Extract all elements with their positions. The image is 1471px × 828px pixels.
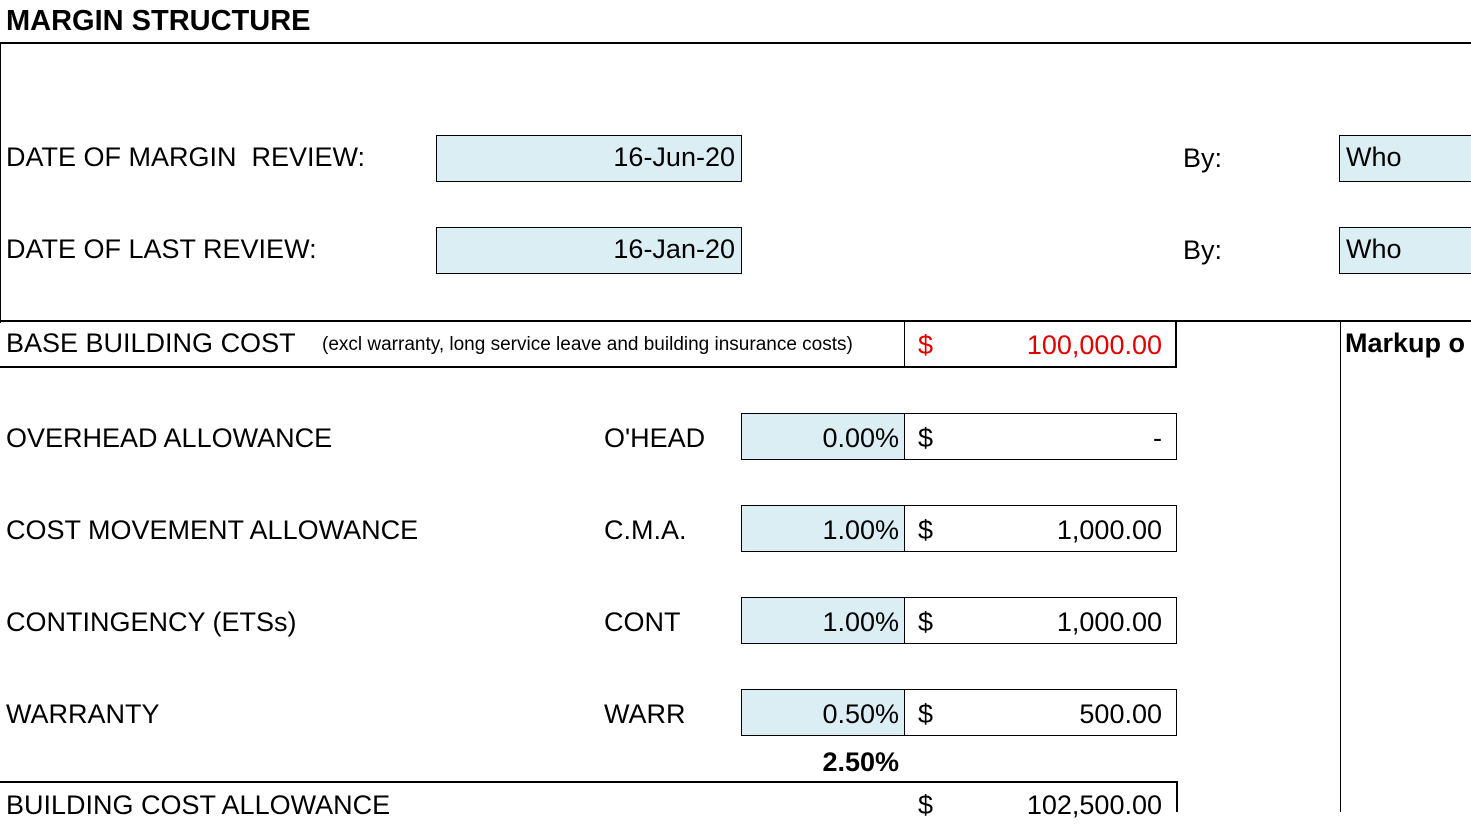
rate-cell [741,505,905,552]
currency: $ [918,607,934,637]
allowance-amount: 500.00 [1079,699,1162,729]
base-cost-row [0,320,1177,368]
allowance-label: WARRANTY [6,699,160,729]
amount-cell [904,597,1177,644]
allowance-code: WARR [604,699,686,729]
allowance-amount: 1,000.00 [1056,515,1162,545]
bca-amount: 102,500.00 [1026,790,1162,820]
review-label: DATE OF MARGIN REVIEW: [6,142,366,172]
title: MARGIN STRUCTURE [6,5,311,37]
allowance-rate: 0.00% [822,423,899,453]
total-rate: 2.50% [822,747,899,777]
allowance-amount: 1,000.00 [1056,607,1162,637]
rate-cell [741,689,905,736]
base-cost-amount: 100,000.00 [1026,330,1162,360]
by-label: By: [1183,235,1223,265]
bca-label: BUILDING COST ALLOWANCE [6,790,391,820]
by-cell [1339,227,1471,274]
allowance-label: COST MOVEMENT ALLOWANCE [6,515,419,545]
markup-heading: Markup o [1345,328,1466,358]
date-value: 16-Jun-20 [613,142,735,172]
allowance-rate: 0.50% [822,699,899,729]
allowance-amount: - [1153,423,1162,453]
currency: $ [918,423,934,453]
rule [1176,781,1178,812]
rate-cell [741,413,905,460]
currency: $ [918,515,934,545]
allowance-code: C.M.A. [604,515,687,545]
amount-cell [904,505,1177,552]
amount-cell [904,689,1177,736]
base-cost-note: (excl warranty, long service leave and b… [322,334,853,355]
rule [0,43,1,323]
currency: $ [918,330,934,360]
rule [0,42,1471,44]
allowance-label: OVERHEAD ALLOWANCE [6,423,333,453]
by-cell [1339,135,1471,182]
review-label: DATE OF LAST REVIEW: [6,234,317,264]
by-value: Who [1346,234,1402,264]
rule [0,781,1177,783]
date-value: 16-Jan-20 [613,234,735,264]
allowance-label: CONTINGENCY (ETSs) [6,607,297,637]
by-value: Who [1346,142,1402,172]
allowance-code: O'HEAD [604,423,706,453]
date-cell [436,227,742,274]
base-cost-label: BASE BUILDING COST [6,328,296,358]
allowance-code: CONT [604,607,681,637]
rule [1340,320,1341,812]
by-label: By: [1183,143,1223,173]
amount-cell [904,413,1177,460]
currency: $ [918,699,934,729]
allowance-rate: 1.00% [822,607,899,637]
allowance-rate: 1.00% [822,515,899,545]
rule [904,320,905,368]
date-cell [436,135,742,182]
rate-cell [741,597,905,644]
